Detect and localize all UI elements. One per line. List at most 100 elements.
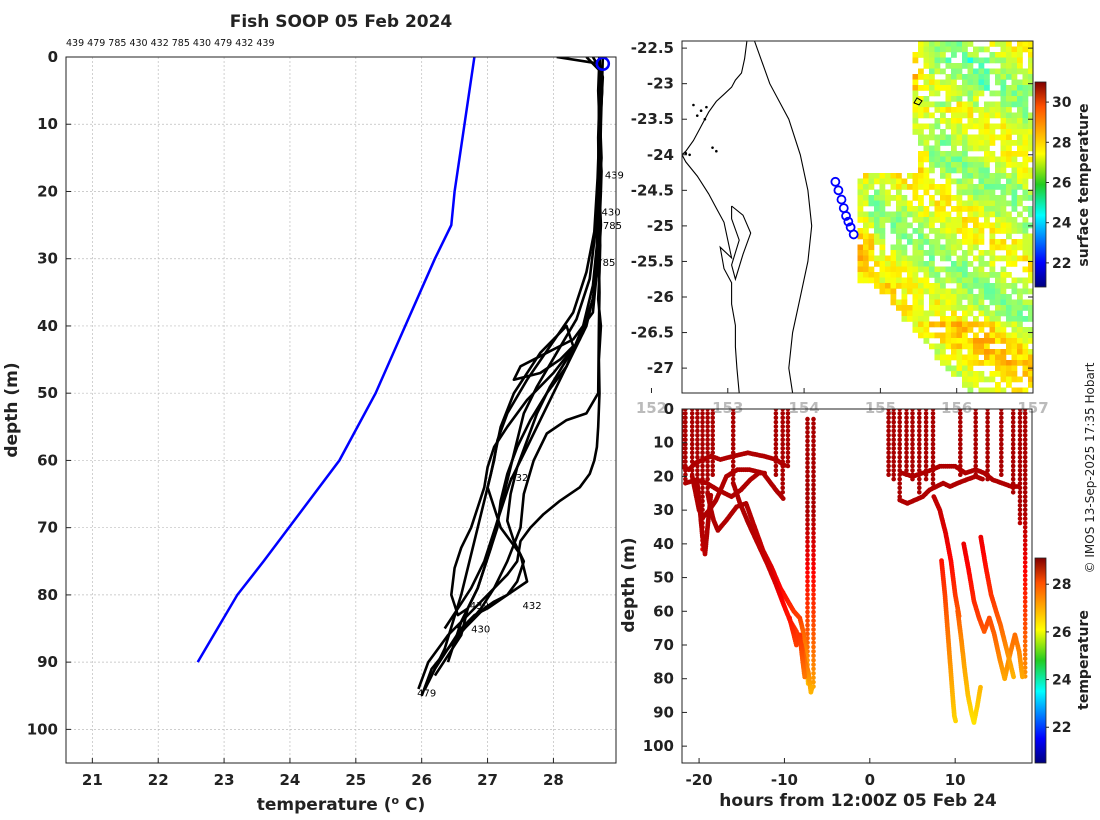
sst-cell [967,63,974,69]
cast-point [1010,424,1016,429]
sst-cell [984,387,990,393]
sst-cell [929,283,935,289]
sst-cell [1011,239,1018,245]
sst-cell [995,305,1001,311]
sst-cell [978,178,985,185]
map-xtick-label: 152 [636,399,667,417]
sst-cell [945,277,952,284]
sst-cell [863,184,869,190]
cast-point [700,468,705,473]
sst-cell [1000,327,1007,333]
cast-point [930,433,936,438]
cast-point [904,419,909,425]
cast-point [1010,490,1016,495]
sst-cell [989,112,996,119]
cast-point [730,446,736,451]
cast-point [1022,599,1028,605]
time-depth-xtick-label: -20 [686,771,713,789]
sst-cell [896,173,902,179]
sst-cell [934,321,941,328]
sst-cell [1006,151,1012,157]
sst-cell [1000,140,1007,146]
cast-point [695,415,700,421]
sst-cell [962,151,968,157]
sst-cell [901,310,908,317]
sst-cell [978,310,985,317]
cast-point [695,446,700,451]
sst-cell [995,195,1001,201]
cast-point [985,463,990,469]
sst-cell [907,272,913,278]
cast-point [897,433,902,438]
sst-cell [978,239,985,245]
sst-cell [929,79,935,86]
sst-cell [978,255,985,262]
sst-cell [1000,277,1007,284]
sst-cell [929,101,935,108]
sst-cell [962,112,968,119]
sst-cell [945,162,952,168]
sst-cell [940,140,946,146]
sst-cell [863,239,869,245]
cast-point [811,469,816,475]
sst-cell [918,123,924,130]
sst-cell [918,178,924,185]
cast-point [1017,463,1023,469]
cast-point [683,411,688,416]
sst-cell [945,41,952,47]
sst-cell [1017,387,1023,393]
cast-point [805,592,810,597]
sst-cell [1006,294,1012,300]
sst-cell [885,173,891,179]
sst-cell [890,283,897,289]
sst-cell [973,68,979,75]
profile-ytick-label: 0 [48,48,58,66]
map-frame [681,40,1034,394]
cast-point [886,450,891,456]
sst-cell [1022,283,1029,289]
sst-cell [962,376,968,383]
profile-xtick-label: 28 [543,771,564,789]
sst-cell [956,371,963,377]
sst-cell [929,343,935,350]
sst-cell [951,79,957,86]
sst-cell [1000,244,1007,251]
profile-ytick-label: 80 [37,586,58,604]
sst-cell [1006,217,1012,223]
cast-point [1017,503,1023,508]
sst-cell [973,107,979,113]
sst-cell [1011,112,1018,119]
sst-cell [923,327,930,333]
sst-cell [984,310,990,317]
sst-cell [962,354,968,361]
sst-cell [890,277,897,284]
sst-cell [995,162,1001,168]
sst-cell [1006,118,1012,124]
sst-cell [967,217,974,223]
sst-cell [973,305,979,311]
track-depth-point [1020,674,1025,680]
sst-cell [1017,173,1023,179]
cast-point [780,446,785,451]
cast-point [811,543,816,549]
sst-cell [967,156,974,163]
profile-xtick-label: 23 [214,771,235,789]
sst-cell [890,228,897,234]
sst-cell [1006,222,1012,229]
sst-cell [956,74,963,80]
sst-cell [945,354,952,361]
sst-cell [1028,277,1033,284]
sst-cell [1011,354,1018,361]
sst-cell [995,371,1001,377]
sst-cell [863,244,869,251]
sst-cell [995,299,1001,306]
cast-point [1022,419,1028,425]
cast-point [785,459,791,464]
sst-cell [940,118,946,124]
sst-cell [962,250,968,256]
sst-cell [1000,376,1007,383]
sst-cell [978,63,985,69]
cast-point [923,424,929,429]
sst-cell [967,294,974,300]
time-depth-ytick-label: 30 [653,501,674,519]
